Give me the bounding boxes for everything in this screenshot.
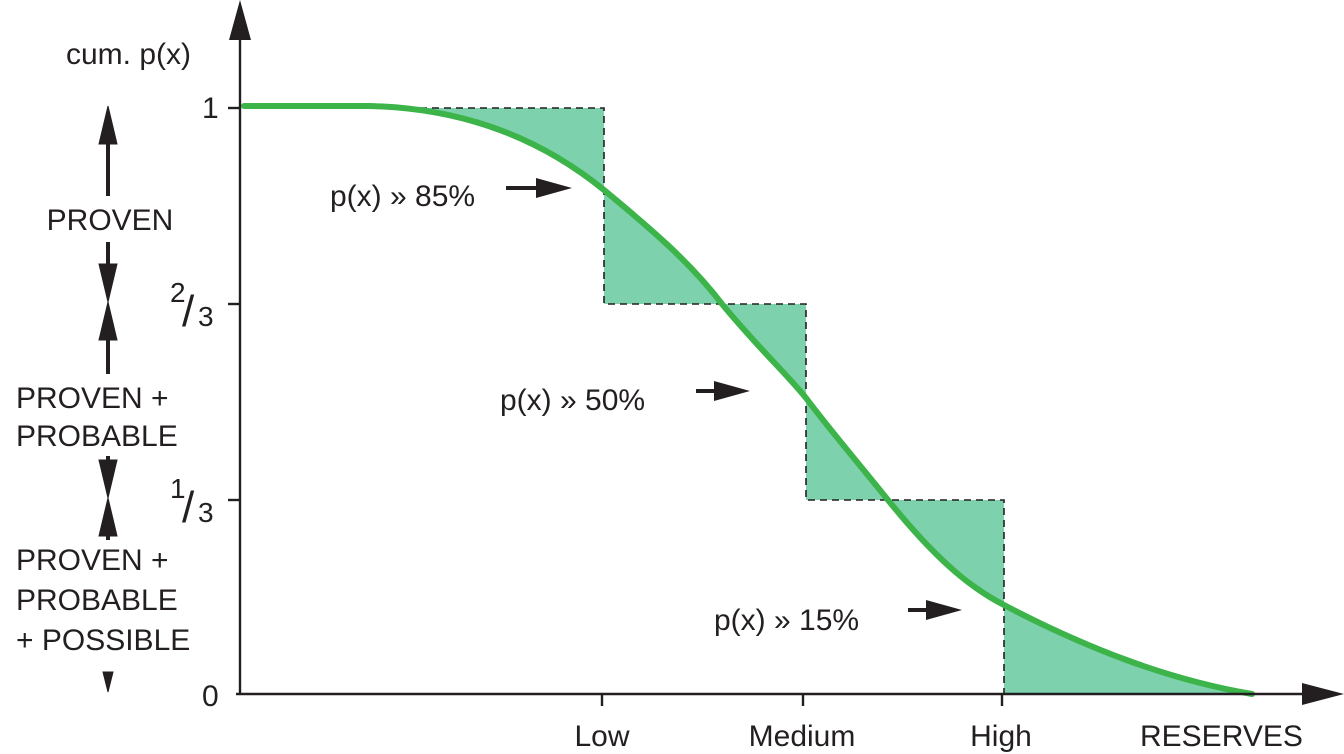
y-tick-label-1: 1 [202, 92, 219, 125]
arrow-right-icon [926, 600, 962, 620]
fraction-denominator: 3 [198, 497, 214, 528]
category-range-arrows [98, 105, 118, 693]
annotation-50-label: p(x) » 50% [500, 384, 645, 417]
shaded-region-high-upper [888, 500, 1004, 605]
arrow-right-icon [714, 381, 750, 401]
x-axis [236, 683, 1344, 705]
category-proven-probable-line-1: PROVEN + [16, 382, 169, 415]
fraction-denominator: 3 [198, 301, 214, 332]
y-axis [229, 0, 251, 694]
x-axis-title: RESERVES [1140, 720, 1303, 753]
annotation-85: p(x) » 85% [330, 178, 572, 213]
shaded-region-medium-lower [806, 398, 888, 500]
shaded-region-top [420, 108, 604, 190]
fraction-slash: / [182, 287, 195, 336]
category-labels: PROVEN PROVEN + PROBABLE PROVEN + PROBAB… [16, 204, 190, 657]
arrow-up-icon [98, 497, 118, 537]
y-ticks [228, 106, 240, 502]
category-proven-probable-possible-line-1: PROVEN + [16, 544, 169, 577]
fraction-numerator: 1 [170, 473, 186, 504]
x-ticks [600, 694, 1004, 706]
annotation-50: p(x) » 50% [500, 381, 750, 417]
annotation-15-label: p(x) » 15% [714, 604, 859, 637]
arrow-down-icon [98, 459, 118, 499]
y-tick-label-two-thirds: 2 / 3 [170, 277, 214, 336]
x-tick-label-medium: Medium [749, 720, 856, 753]
step-function-dashed [420, 107, 1005, 694]
x-tick-label-high: High [970, 720, 1032, 753]
category-proven-probable-line-2: PROBABLE [16, 420, 178, 453]
y-axis-title: cum. p(x) [66, 38, 191, 71]
category-proven-probable-possible-line-2: PROBABLE [16, 584, 178, 617]
x-tick-label-low: Low [574, 720, 629, 753]
arrow-up-icon [98, 301, 118, 341]
fraction-numerator: 2 [170, 277, 186, 308]
arrow-up-icon [98, 105, 118, 145]
y-tick-label-one-third: 1 / 3 [170, 473, 214, 532]
annotation-85-label: p(x) » 85% [330, 180, 475, 213]
fraction-slash: / [182, 483, 195, 532]
arrow-down-icon [102, 671, 114, 693]
arrow-down-icon [98, 263, 118, 303]
x-axis-arrowhead [1302, 683, 1344, 705]
shaded-region-medium-upper [722, 304, 806, 398]
y-tick-label-0: 0 [202, 680, 219, 713]
category-proven-line-1: PROVEN [47, 204, 174, 237]
annotation-15: p(x) » 15% [714, 600, 962, 637]
cumulative-probability-curve [241, 103, 1255, 697]
y-axis-arrowhead [229, 0, 251, 40]
category-proven-probable-possible-line-3: + POSSIBLE [16, 624, 190, 657]
arrow-right-icon [536, 178, 572, 198]
shaded-region-tail [1004, 605, 1252, 694]
